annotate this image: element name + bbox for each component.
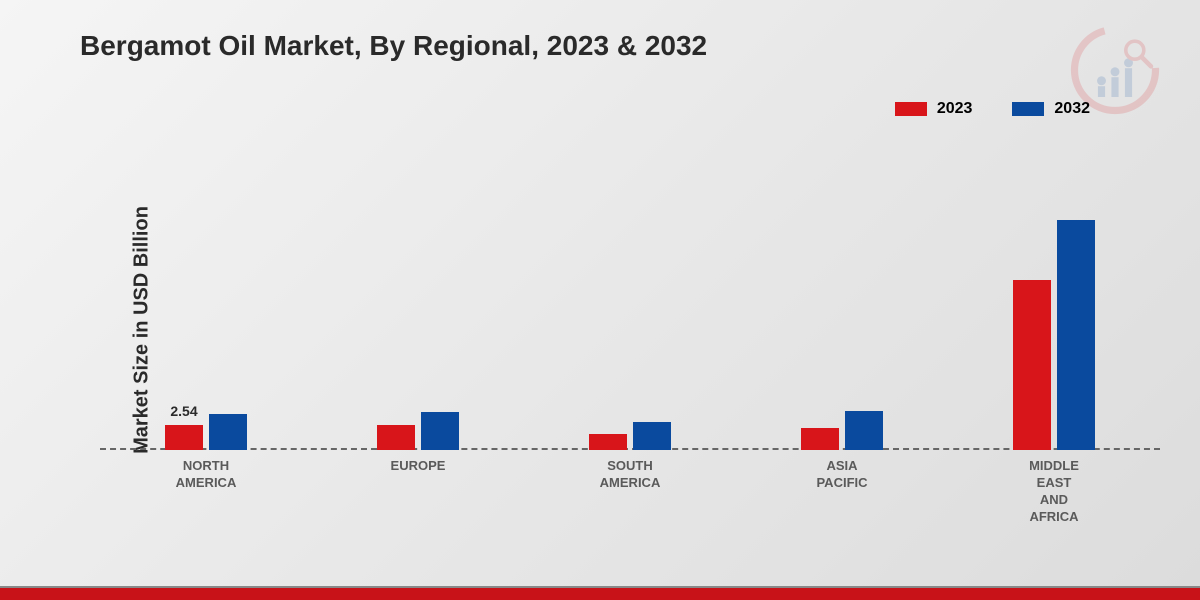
bar-group bbox=[801, 411, 883, 450]
bar-2032 bbox=[1057, 220, 1095, 450]
footer-accent-bar bbox=[0, 588, 1200, 600]
bar-2023: 2.54 bbox=[165, 425, 203, 450]
bar-2023 bbox=[1013, 280, 1051, 450]
legend-swatch-2032 bbox=[1012, 102, 1044, 116]
x-tick-label: SOUTH AMERICA bbox=[600, 458, 661, 492]
chart-title: Bergamot Oil Market, By Regional, 2023 &… bbox=[80, 30, 707, 62]
bar-2023 bbox=[589, 434, 627, 450]
x-tick-label: EUROPE bbox=[391, 458, 446, 475]
bar-group bbox=[377, 412, 459, 450]
bar-2032 bbox=[633, 422, 671, 450]
legend-item-2032: 2032 bbox=[1012, 100, 1090, 118]
x-tick-label: NORTH AMERICA bbox=[176, 458, 237, 492]
bar-group bbox=[1013, 220, 1095, 450]
legend-item-2023: 2023 bbox=[895, 100, 973, 118]
bar-2023 bbox=[801, 428, 839, 450]
bar-2032 bbox=[421, 412, 459, 450]
legend: 2023 2032 bbox=[895, 100, 1090, 118]
bar-group bbox=[589, 422, 671, 450]
bar-2032 bbox=[845, 411, 883, 450]
legend-label-2032: 2032 bbox=[1054, 100, 1090, 118]
x-tick-label: MIDDLE EAST AND AFRICA bbox=[1029, 458, 1079, 526]
bar-2023 bbox=[377, 425, 415, 450]
bar-group: 2.54 bbox=[165, 414, 247, 450]
bar-value-label: 2.54 bbox=[165, 403, 203, 419]
x-tick-label: ASIA PACIFIC bbox=[816, 458, 867, 492]
chart-plot-area: 2.54 bbox=[100, 150, 1160, 450]
bar-2032 bbox=[209, 414, 247, 450]
legend-label-2023: 2023 bbox=[937, 100, 973, 118]
legend-swatch-2023 bbox=[895, 102, 927, 116]
